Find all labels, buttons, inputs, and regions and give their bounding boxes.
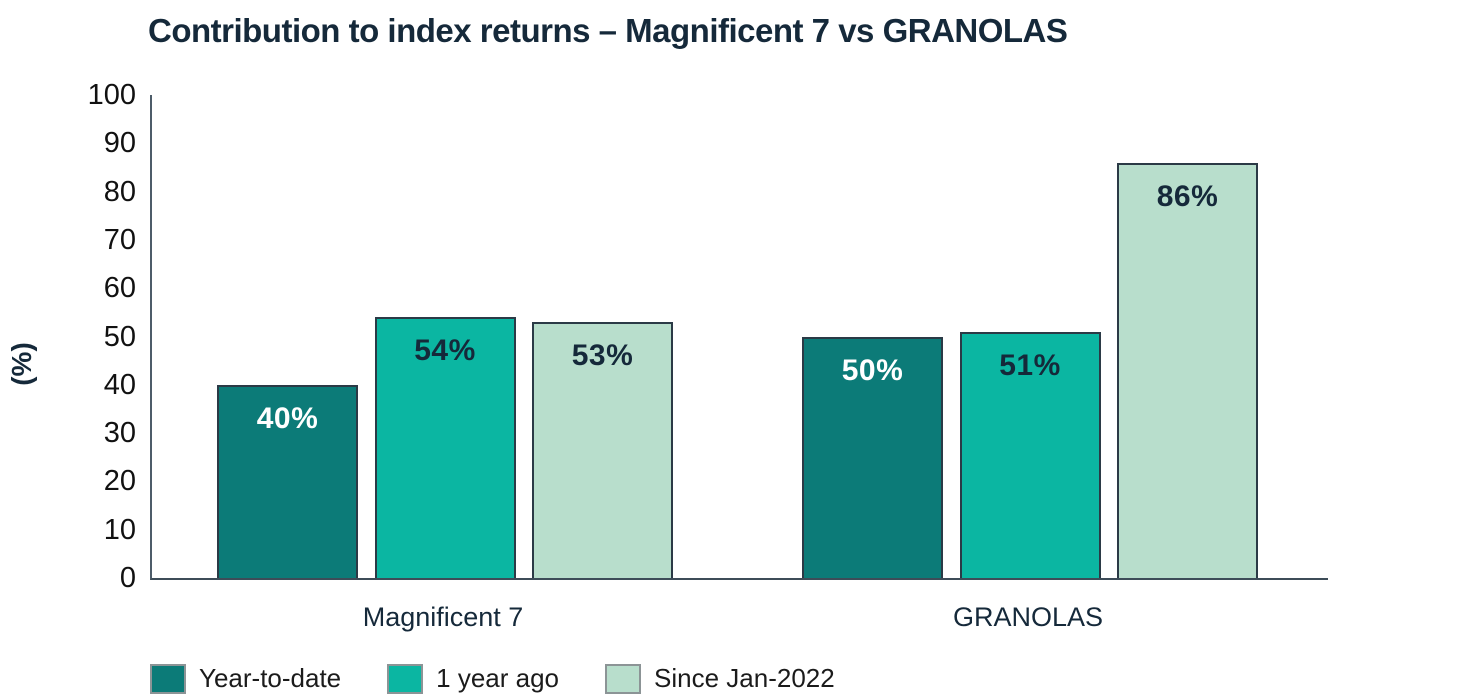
legend-label: 1 year ago (436, 663, 560, 693)
bar-value-label: 53% (571, 339, 634, 373)
legend-swatch (605, 663, 642, 694)
legend-label: Year-to-date (199, 663, 342, 693)
x-category-label-magnificent-7: Magnificent 7 (362, 602, 524, 632)
y-tick-label: 80 (103, 175, 136, 208)
legend-item-since-jan-2022: Since Jan-2022 (605, 663, 835, 694)
y-tick-label: 50 (103, 320, 136, 353)
bar-value-label: 54% (414, 334, 476, 368)
y-tick-label: 0 (119, 562, 136, 594)
legend-item-year-to-date: Year-to-date (150, 663, 341, 694)
bar-since-jan-2022-magnificent-7: 53% (532, 322, 673, 578)
y-tick-label: 40 (103, 368, 136, 401)
bar-year-to-date-granolas: 50% (802, 336, 943, 578)
legend-label: Since Jan-2022 (654, 663, 835, 693)
y-tick-label: 20 (103, 465, 136, 498)
plot-area: 40% 54% 53% 50% 51% 86% (150, 95, 1328, 580)
bar-1-year-ago-magnificent-7: 54% (374, 317, 516, 578)
y-axis-ticks: 0 10 20 30 40 50 60 70 80 90 100 (0, 79, 136, 594)
legend-swatch (387, 663, 424, 694)
bar-since-jan-2022-granolas: 86% (1117, 162, 1258, 578)
bar-value-label: 51% (999, 348, 1061, 382)
y-tick-label: 10 (103, 513, 136, 546)
y-tick-label: 90 (103, 127, 136, 160)
y-tick-label: 30 (103, 417, 136, 450)
legend: Year-to-date 1 year ago Since Jan-2022 (150, 663, 835, 694)
legend-item-1-year-ago: 1 year ago (387, 663, 559, 694)
y-tick-label: 100 (87, 79, 136, 111)
chart-title: Contribution to index returns – Magnific… (148, 12, 1068, 49)
y-tick-label: 60 (103, 272, 136, 305)
bar-value-label: 86% (1156, 179, 1219, 213)
y-tick-label: 70 (103, 223, 136, 256)
bar-value-label: 40% (256, 401, 319, 435)
bar-year-to-date-magnificent-7: 40% (217, 384, 358, 578)
bar-value-label: 50% (841, 353, 904, 387)
bar-1-year-ago-granolas: 51% (959, 331, 1101, 578)
legend-swatch (150, 663, 186, 694)
x-category-label-granolas: GRANOLAS (952, 602, 1104, 632)
